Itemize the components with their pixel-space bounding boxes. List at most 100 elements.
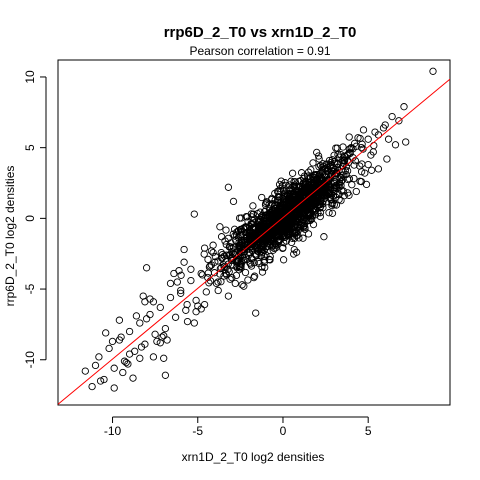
- data-point: [311, 211, 320, 219]
- data-point: [400, 103, 408, 111]
- data-point: [149, 353, 158, 361]
- data-point: [192, 308, 200, 316]
- data-point: [183, 317, 192, 326]
- data-point: [356, 177, 364, 185]
- data-point: [287, 238, 296, 247]
- data-point: [271, 239, 279, 248]
- data-point: [238, 281, 246, 289]
- data-point: [319, 200, 327, 208]
- y-tick-label: 10: [23, 70, 37, 84]
- data-point: [388, 112, 396, 121]
- data-point: [316, 212, 324, 221]
- data-point: [202, 288, 210, 296]
- data-point: [177, 271, 185, 279]
- data-point: [117, 333, 125, 341]
- data-point: [350, 139, 359, 148]
- data-point: [110, 364, 118, 372]
- data-point: [250, 272, 259, 280]
- data-point: [272, 244, 280, 252]
- data-point: [311, 179, 319, 187]
- data-point: [96, 377, 105, 385]
- data-point: [299, 234, 307, 242]
- data-point: [310, 200, 318, 208]
- data-point: [384, 135, 393, 143]
- data-point: [292, 232, 301, 240]
- data-point: [337, 177, 345, 186]
- data-point: [266, 235, 274, 243]
- data-point: [258, 193, 266, 202]
- data-point: [161, 324, 170, 333]
- y-axis-label: rrp6D_2_T0 log2 densities: [3, 166, 17, 307]
- plot-area: -10 -5 0 5 -10 -5 0 5 10: [23, 59, 451, 438]
- data-point: [142, 315, 151, 323]
- data-point: [249, 202, 257, 210]
- data-point: [352, 187, 360, 196]
- data-point: [214, 278, 222, 286]
- data-point: [294, 231, 302, 239]
- data-point: [282, 181, 290, 190]
- data-point: [173, 278, 181, 286]
- data-point: [160, 332, 168, 340]
- y-tick-label: -10: [23, 351, 37, 369]
- data-point: [331, 165, 339, 174]
- data-point: [279, 256, 288, 264]
- data-point: [129, 374, 137, 382]
- data-point: [395, 117, 403, 125]
- data-point: [297, 199, 305, 207]
- data-point: [211, 253, 220, 261]
- data-point: [345, 133, 353, 141]
- data-point: [429, 67, 437, 75]
- data-point: [307, 166, 315, 174]
- y-tick-label: -5: [23, 283, 37, 294]
- data-point: [187, 265, 195, 273]
- data-point: [240, 282, 248, 290]
- data-point: [262, 199, 270, 207]
- data-point: [224, 183, 233, 191]
- data-point: [350, 174, 358, 183]
- data-point: [220, 272, 228, 280]
- data-point: [316, 204, 324, 212]
- data-point: [234, 256, 242, 264]
- data-point: [310, 179, 318, 188]
- data-point: [278, 214, 286, 222]
- data-point: [339, 187, 347, 195]
- data-point: [299, 206, 308, 214]
- data-point: [276, 222, 284, 231]
- data-point: [214, 286, 222, 295]
- data-point: [257, 212, 266, 220]
- data-point: [209, 248, 217, 257]
- data-point: [237, 225, 246, 234]
- data-point: [286, 187, 295, 195]
- data-point: [288, 195, 296, 203]
- data-point: [374, 165, 383, 173]
- data-point: [233, 257, 241, 266]
- data-point: [277, 177, 285, 185]
- data-point: [304, 230, 313, 238]
- data-point: [270, 209, 278, 217]
- data-point: [347, 145, 355, 153]
- data-point: [200, 244, 209, 252]
- data-point: [232, 271, 241, 280]
- data-point: [122, 358, 130, 367]
- data-point: [391, 141, 400, 149]
- data-point: [252, 251, 261, 259]
- data-point: [306, 212, 314, 220]
- data-point: [278, 226, 287, 235]
- data-point: [102, 329, 110, 337]
- data-point: [224, 234, 232, 243]
- data-point: [258, 263, 266, 271]
- data-point: [217, 233, 226, 241]
- data-point: [277, 201, 286, 209]
- data-point: [100, 375, 108, 384]
- data-point: [245, 249, 253, 257]
- data-point: [287, 196, 295, 205]
- data-point: [288, 206, 296, 214]
- data-point: [345, 191, 353, 199]
- data-point: [325, 184, 333, 192]
- data-point: [286, 227, 294, 236]
- data-point: [119, 368, 127, 377]
- plot-frame: [57, 59, 451, 406]
- data-point: [161, 371, 170, 379]
- points-group: [81, 67, 437, 392]
- data-point: [250, 259, 258, 267]
